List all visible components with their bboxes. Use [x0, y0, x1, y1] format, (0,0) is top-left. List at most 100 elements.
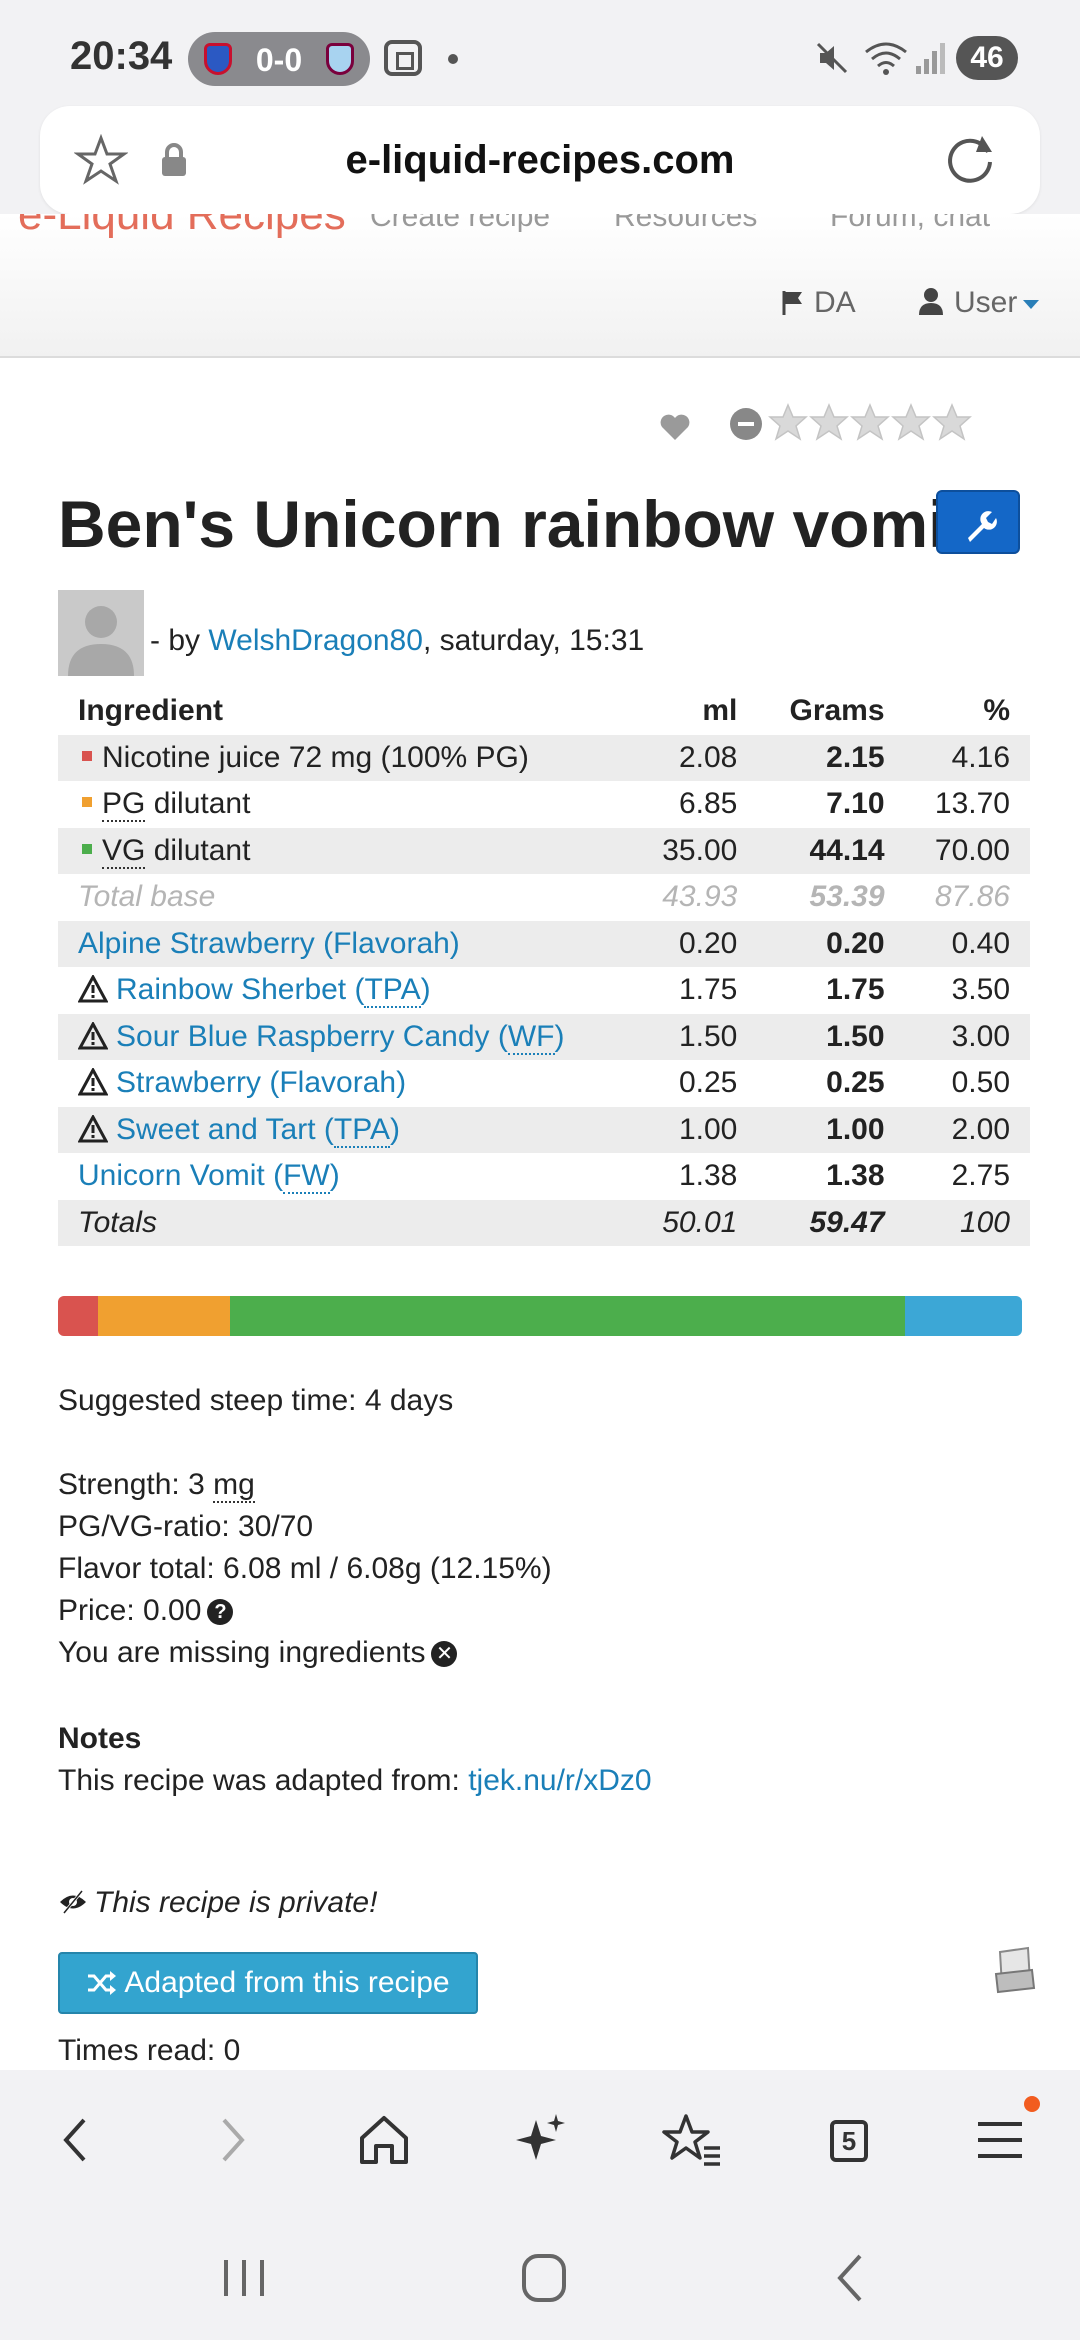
sparkle-icon[interactable] [508, 2108, 572, 2172]
grams-cell: 44.14 [757, 827, 905, 874]
ingredients-table: Ingredient ml Grams % Nicotine juice 72 … [58, 688, 1030, 1246]
score-text: 0-0 [255, 42, 303, 78]
bookmark-star-icon[interactable] [74, 134, 128, 188]
ml-cell: 50.01 [631, 1199, 758, 1246]
help-icon[interactable]: ? [207, 1599, 234, 1625]
wrench-icon [968, 511, 997, 542]
flavor-link[interactable]: Rainbow Sherbet (TPA) [116, 973, 431, 1009]
lock-icon[interactable] [158, 142, 190, 178]
ml-cell: 1.38 [631, 1153, 758, 1200]
percent-cell: 70.00 [904, 827, 1030, 874]
table-row: Strawberry (Flavorah) 0.25 0.25 0.50 [58, 1060, 1030, 1107]
adapt-recipe-button[interactable]: Adapted from this recipe [58, 1952, 478, 2014]
flavor-total: Flavor total: 6.08 ml / 6.08g (12.15%) [58, 1552, 552, 1585]
system-back-icon[interactable] [820, 2250, 880, 2306]
flavor-link[interactable]: Sweet and Tart (TPA) [116, 1112, 401, 1148]
percent-cell: 100 [904, 1199, 1030, 1246]
nav-resources[interactable]: Resources [614, 214, 758, 233]
language-selector[interactable]: DA [782, 286, 856, 320]
grams-cell: 2.15 [757, 734, 905, 781]
ml-cell: 1.50 [631, 1013, 758, 1060]
star-icon[interactable] [809, 402, 849, 442]
warning-icon[interactable] [78, 1114, 108, 1143]
nav-create-recipe[interactable]: Create recipe [370, 214, 551, 233]
percent-cell: 3.00 [904, 1013, 1030, 1060]
percent-cell: 4.16 [904, 734, 1030, 781]
grams-cell: 7.10 [757, 781, 905, 828]
ingredient-ratio-bar [58, 1296, 1022, 1336]
percent-cell: 3.50 [904, 967, 1030, 1014]
page-title: Ben's Unicorn rainbow vomit [58, 487, 969, 561]
tab-count: 5 [830, 2120, 868, 2162]
avatar[interactable] [58, 590, 144, 676]
bookmarks-icon[interactable] [660, 2108, 724, 2172]
author-link[interactable]: WelshDragon80 [208, 624, 423, 657]
rating-row [650, 402, 1030, 452]
grams-cell: 1.75 [757, 967, 905, 1014]
edit-recipe-button[interactable] [936, 490, 1020, 554]
times-read: Times read: 0 [58, 2034, 241, 2067]
table-row: PG dilutant 6.85 7.10 13.70 [58, 781, 1030, 828]
status-time: 20:34 [70, 34, 173, 78]
ml-cell: 2.08 [631, 734, 758, 781]
grams-cell: 53.39 [757, 874, 905, 921]
nav-forum[interactable]: Forum, chat [830, 214, 991, 233]
grams-cell: 0.20 [757, 920, 905, 967]
ml-cell: 43.93 [631, 874, 758, 921]
address-bar[interactable]: e-liquid-recipes.com [40, 106, 1040, 214]
flavor-link[interactable]: Strawberry (Flavorah) [116, 1066, 407, 1100]
menu-icon[interactable] [968, 2108, 1032, 2172]
grams-cell: 1.00 [757, 1106, 905, 1153]
language-label: DA [814, 286, 856, 319]
star-icon[interactable] [850, 402, 890, 442]
ingredient-cell: Nicotine juice 72 mg (100% PG) [58, 734, 632, 781]
home-icon[interactable] [352, 2108, 416, 2172]
star-icon[interactable] [932, 402, 972, 442]
abbreviation[interactable]: VG [102, 833, 146, 869]
totals-label: Totals [58, 1199, 632, 1246]
site-logo[interactable]: e-Liquid Recipes [18, 214, 346, 239]
forward-icon[interactable] [200, 2108, 264, 2172]
web-page: e-Liquid Recipes Create recipe Resources… [0, 214, 1080, 2070]
percent-cell: 2.75 [904, 1153, 1030, 1200]
user-icon [919, 288, 943, 315]
missing-ingredients: You are missing ingredients ✕ [58, 1636, 458, 1670]
close-circle-icon[interactable]: ✕ [431, 1641, 458, 1667]
flavor-link[interactable]: Unicorn Vomit (FW) [78, 1159, 340, 1195]
recent-apps-icon[interactable] [214, 2250, 274, 2306]
flavor-link[interactable]: Sour Blue Raspberry Candy (WF) [116, 1019, 565, 1055]
percent-cell: 2.00 [904, 1106, 1030, 1153]
url-text[interactable]: e-liquid-recipes.com [345, 138, 735, 182]
print-icon[interactable] [990, 1946, 1038, 1994]
notification-dot-icon [448, 54, 458, 64]
notes-link[interactable]: tjek.nu/r/xDz0 [468, 1764, 652, 1797]
by-prefix: - by [150, 624, 209, 657]
star-icon[interactable] [891, 402, 931, 442]
warning-icon[interactable] [78, 1021, 108, 1050]
color-swatch-icon [82, 750, 92, 761]
ingredient-cell: Unicorn Vomit (FW) [58, 1153, 632, 1200]
tabs-button[interactable]: 5 [816, 2108, 880, 2172]
back-icon[interactable] [44, 2108, 108, 2172]
ingredient-cell: Rainbow Sherbet (TPA) [58, 967, 632, 1014]
strength: Strength: 3 mg [58, 1468, 255, 1503]
user-menu[interactable]: User [918, 286, 1040, 320]
table-row: Alpine Strawberry (Flavorah) 0.20 0.20 0… [58, 920, 1030, 967]
warning-icon[interactable] [78, 975, 108, 1003]
flavor-link[interactable]: Alpine Strawberry (Flavorah) [78, 926, 460, 960]
total-base-row: Total base 43.93 53.39 87.86 [58, 874, 1030, 921]
abbreviation[interactable]: mg [213, 1468, 255, 1503]
reload-icon[interactable] [942, 130, 1000, 188]
warning-icon[interactable] [78, 1068, 108, 1096]
pg-vg-ratio: PG/VG-ratio: 30/70 [58, 1510, 314, 1543]
home-button-icon[interactable] [514, 2250, 574, 2306]
color-swatch-icon [82, 843, 92, 854]
star-icon[interactable] [768, 402, 808, 442]
live-score-pill[interactable]: 0-0 [188, 32, 370, 86]
abbreviation[interactable]: PG [102, 787, 146, 823]
system-navigation-bar [0, 2210, 1080, 2340]
notes-text: This recipe was adapted from: tjek.nu/r/… [58, 1764, 652, 1797]
table-row: Sweet and Tart (TPA) 1.00 1.00 2.00 [58, 1106, 1030, 1153]
clear-rating-icon[interactable] [730, 408, 762, 440]
favorite-heart-icon[interactable] [658, 410, 692, 444]
